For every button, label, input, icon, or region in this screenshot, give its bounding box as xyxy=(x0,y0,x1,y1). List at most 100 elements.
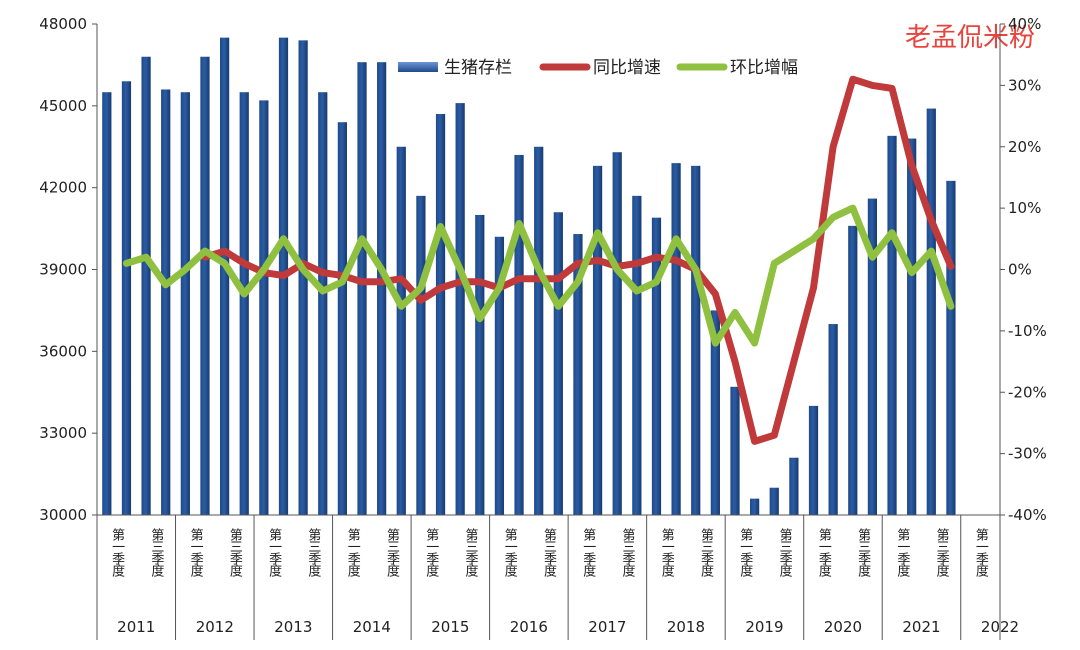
y-left-tick-label: 42000 xyxy=(39,179,87,197)
lines-layer xyxy=(122,75,955,445)
bar xyxy=(416,195,426,515)
bar xyxy=(730,386,740,515)
bar xyxy=(710,310,720,515)
bar xyxy=(200,56,210,515)
quarter-label: 第一季度 xyxy=(894,528,910,577)
y-right-tick-label: -10% xyxy=(1008,322,1047,340)
quarter-label: 第一季度 xyxy=(266,528,282,577)
bar xyxy=(553,212,563,515)
bar xyxy=(769,487,779,515)
bar xyxy=(573,234,583,516)
quarter-label: 第三季度 xyxy=(227,528,243,577)
bar xyxy=(867,198,878,516)
bar xyxy=(298,40,308,515)
y-left-tick-label: 39000 xyxy=(39,261,87,279)
y-right-tick-label: 40% xyxy=(1008,15,1041,33)
bar xyxy=(161,89,171,515)
bar xyxy=(808,405,819,515)
bar xyxy=(534,146,544,515)
bar xyxy=(789,457,799,515)
year-label: 2011 xyxy=(117,618,155,636)
quarter-label: 第三季度 xyxy=(541,528,557,577)
quarter-label: 第三季度 xyxy=(148,528,164,577)
y-left-tick-label: 45000 xyxy=(39,97,87,115)
year-label: 2020 xyxy=(824,618,862,636)
bar xyxy=(828,324,838,515)
quarter-label: 第一季度 xyxy=(816,528,832,577)
bar xyxy=(396,146,406,515)
year-label: 2014 xyxy=(353,618,391,636)
y-left-tick-label: 33000 xyxy=(39,424,87,442)
bar xyxy=(907,138,917,516)
bar xyxy=(926,108,936,516)
bar xyxy=(651,217,662,515)
y-right-tick-label: 0% xyxy=(1008,261,1032,279)
y-left-tick-label: 36000 xyxy=(39,342,87,360)
quarter-label: 第一季度 xyxy=(502,528,518,577)
year-label: 2015 xyxy=(431,618,469,636)
legend-label: 同比增速 xyxy=(593,58,661,78)
year-label: 2021 xyxy=(902,618,940,636)
quarter-label: 第一季度 xyxy=(188,528,204,577)
bar xyxy=(887,135,897,516)
bar xyxy=(219,37,230,516)
legend-swatch-bar xyxy=(398,62,438,72)
quarter-label: 第一季度 xyxy=(109,528,125,577)
year-label: 2012 xyxy=(196,618,234,636)
quarter-label: 第一季度 xyxy=(580,528,596,577)
bar xyxy=(514,154,524,515)
y-right-tick-label: -30% xyxy=(1008,445,1047,463)
bars-layer xyxy=(102,37,956,516)
quarter-label: 第三季度 xyxy=(777,528,793,577)
legend: 生猪存栏 同比增速 环比增幅 xyxy=(398,58,798,78)
watermark: 老孟侃米粉 xyxy=(905,23,1035,53)
axes-layer: 30000 33000 36000 39000 42000 45000 48000 -40% -… xyxy=(39,15,1047,640)
y-right-tick-label: 20% xyxy=(1008,138,1041,156)
bar xyxy=(848,225,858,515)
y-right-tick-label: -40% xyxy=(1008,506,1047,524)
y-left-tick-label: 30000 xyxy=(39,506,87,524)
bar xyxy=(750,498,760,515)
quarter-label: 第三季度 xyxy=(305,528,321,577)
quarter-label: 第三季度 xyxy=(620,528,636,577)
y-right-tick-label: 10% xyxy=(1008,199,1041,217)
quarter-label: 第三季度 xyxy=(855,528,871,577)
y-right-tick-label: -20% xyxy=(1008,383,1047,401)
bar xyxy=(632,195,642,515)
bar xyxy=(121,81,132,516)
bar xyxy=(357,62,367,515)
bar xyxy=(318,92,328,515)
y-right-tick-label: 30% xyxy=(1008,76,1041,94)
year-label: 2016 xyxy=(510,618,548,636)
bar xyxy=(592,165,603,515)
quarter-label: 第三季度 xyxy=(698,528,714,577)
qoq-line xyxy=(122,204,955,347)
quarter-label: 第一季度 xyxy=(737,528,753,577)
yoy-line xyxy=(201,75,955,445)
bar xyxy=(180,92,190,515)
year-label: 2013 xyxy=(274,618,312,636)
bar xyxy=(494,236,505,515)
quarter-label: 第三季度 xyxy=(384,528,400,577)
legend-label: 生猪存栏 xyxy=(444,58,512,78)
bar xyxy=(259,100,269,515)
legend-label: 环比增幅 xyxy=(730,58,798,78)
bar xyxy=(612,152,622,515)
year-label: 2019 xyxy=(745,618,783,636)
bar xyxy=(435,114,446,516)
quarter-label: 第三季度 xyxy=(934,528,950,577)
bar xyxy=(946,180,956,515)
y-left-tick-label: 48000 xyxy=(39,15,87,33)
bar xyxy=(102,92,112,515)
quarter-label: 第三季度 xyxy=(462,528,478,577)
bar xyxy=(141,56,151,515)
bar xyxy=(455,103,465,515)
quarter-label: 第一季度 xyxy=(345,528,361,577)
year-label: 2017 xyxy=(588,618,626,636)
quarter-label: 第一季度 xyxy=(973,528,989,577)
bar xyxy=(239,92,249,515)
bar xyxy=(377,62,387,515)
bar xyxy=(671,163,681,515)
quarter-label: 第一季度 xyxy=(659,528,675,577)
